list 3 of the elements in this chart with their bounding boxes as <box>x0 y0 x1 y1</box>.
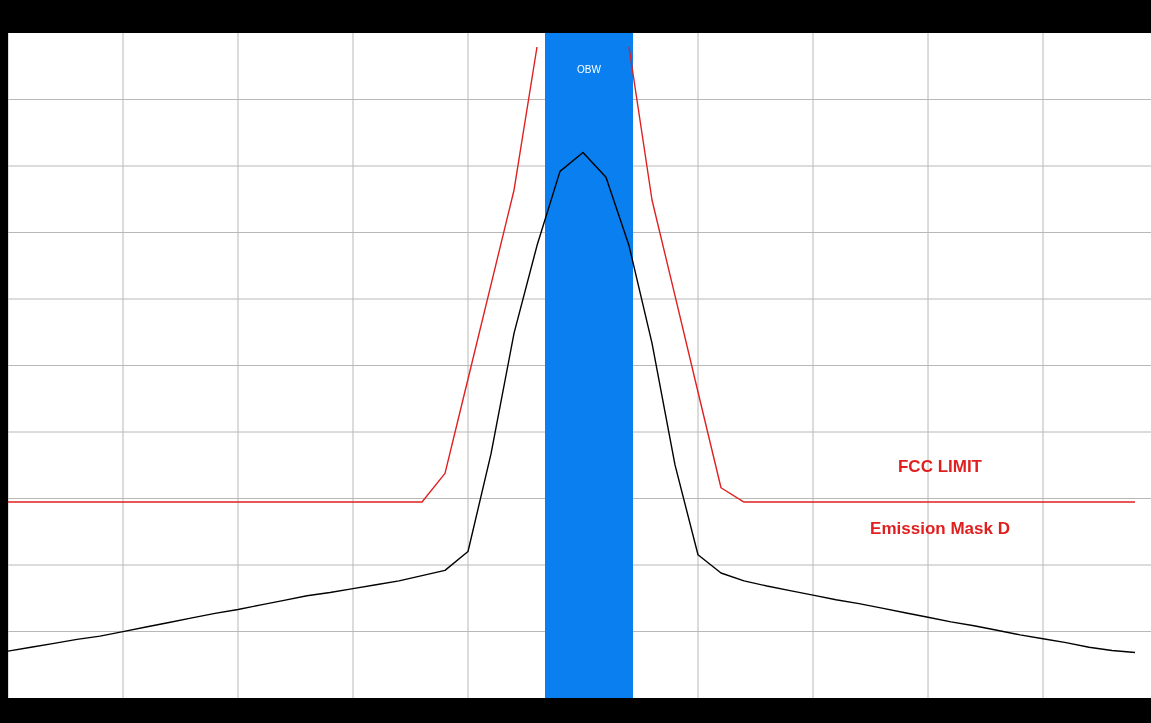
annotation: OBW <box>577 64 602 75</box>
annotation: Emission Mask D <box>870 519 1010 539</box>
annotation: FCC LIMIT <box>897 457 983 477</box>
